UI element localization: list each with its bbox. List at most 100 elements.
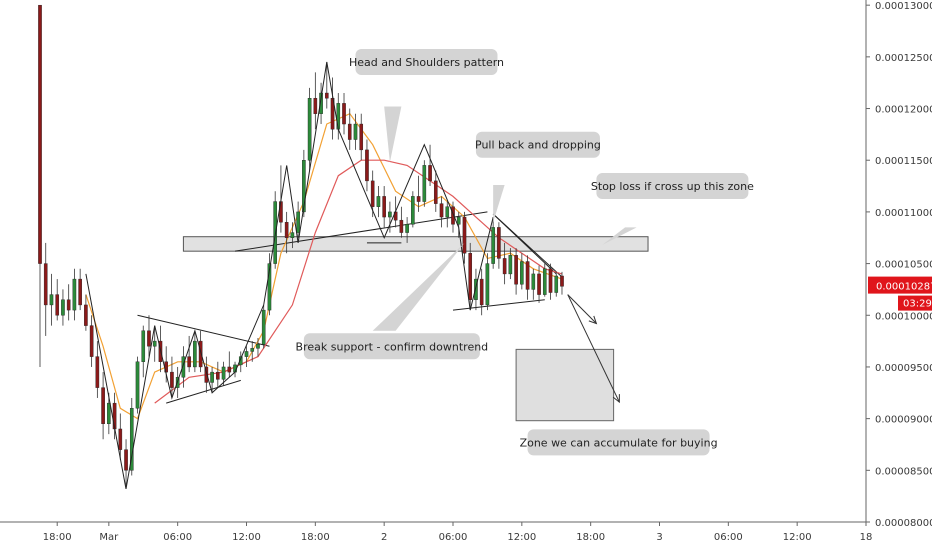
candle-up bbox=[531, 273, 536, 290]
x-tick-label: 2 bbox=[381, 532, 387, 543]
y-tick-label: 0.00010500 bbox=[875, 260, 932, 271]
candle-down bbox=[118, 428, 123, 450]
candle-up bbox=[290, 232, 295, 238]
candle-up bbox=[193, 340, 197, 368]
candle-up bbox=[210, 371, 214, 383]
callout-box bbox=[596, 173, 749, 200]
candle-down bbox=[525, 261, 530, 290]
callout-text: Stop loss if cross up this zone bbox=[591, 180, 754, 193]
candle-up bbox=[353, 123, 358, 140]
candle-up bbox=[49, 294, 54, 306]
callout-box bbox=[303, 333, 480, 360]
candle-down bbox=[416, 196, 421, 202]
target-zone bbox=[515, 348, 615, 422]
candle-down bbox=[428, 165, 432, 182]
candle-down bbox=[365, 149, 369, 182]
candle-down bbox=[479, 278, 484, 306]
candle-up bbox=[244, 351, 249, 357]
callout-box bbox=[355, 49, 498, 76]
candle-up bbox=[388, 211, 392, 218]
callout-text: Head and Shoulders pattern bbox=[349, 56, 504, 69]
candle-up bbox=[261, 309, 266, 345]
x-tick-label: 18:00 bbox=[301, 532, 330, 543]
projection-arrow bbox=[567, 294, 597, 324]
pattern-lines-layer bbox=[85, 61, 620, 489]
candle-up bbox=[422, 165, 427, 202]
x-tick-label: 12:00 bbox=[232, 532, 261, 543]
candle-down bbox=[89, 325, 94, 357]
arrow-head bbox=[612, 394, 620, 404]
candle-up bbox=[542, 268, 547, 295]
candle-down bbox=[548, 268, 553, 293]
x-tick-label: Mar bbox=[99, 532, 119, 543]
candle-down bbox=[502, 258, 507, 275]
candle-down bbox=[38, 4, 42, 264]
candle-down bbox=[216, 371, 220, 380]
candle-down bbox=[198, 340, 203, 368]
candle-up bbox=[302, 160, 306, 213]
pattern-line bbox=[85, 61, 494, 489]
candle-down bbox=[204, 366, 209, 383]
x-tick-label: 18:00 bbox=[576, 532, 605, 543]
callout-pointer bbox=[372, 242, 465, 331]
candle-up bbox=[319, 92, 323, 114]
candle-down bbox=[433, 180, 438, 204]
last-price-label: 0.00010287 bbox=[876, 282, 932, 293]
candle-down bbox=[462, 216, 467, 254]
candle-up bbox=[508, 255, 513, 275]
x-tick-label: 18 bbox=[860, 532, 873, 543]
candle-down bbox=[560, 275, 564, 287]
candle-up bbox=[221, 366, 226, 380]
candle-down bbox=[399, 219, 404, 233]
candle-down bbox=[78, 278, 82, 306]
projection-arrow bbox=[567, 294, 620, 403]
candle-up bbox=[411, 196, 415, 225]
candle-up bbox=[107, 402, 111, 425]
trendline bbox=[452, 299, 545, 311]
callout-box bbox=[475, 131, 600, 158]
candle-up bbox=[307, 97, 312, 161]
candle-up bbox=[72, 278, 77, 311]
candle-down bbox=[95, 356, 100, 388]
y-tick-label: 0.00011000 bbox=[875, 208, 932, 219]
trendline bbox=[234, 211, 488, 252]
candles-layer bbox=[38, 4, 564, 489]
x-tick-label: 06:00 bbox=[439, 532, 468, 543]
candle-up bbox=[135, 361, 140, 409]
candle-down bbox=[468, 253, 473, 300]
y-tick-label: 0.00009500 bbox=[875, 363, 932, 374]
candle-up bbox=[141, 330, 146, 362]
candle-down bbox=[347, 123, 352, 140]
support-zone bbox=[182, 236, 649, 252]
candle-down bbox=[43, 263, 48, 306]
candle-down bbox=[170, 371, 174, 388]
candle-down bbox=[66, 299, 71, 311]
candle-down bbox=[147, 330, 151, 347]
candle-down bbox=[284, 222, 289, 238]
x-axis[interactable]: 18:00 Mar 06:00 12:00 18:00 2 06:00 12:00 18:00 3… bbox=[0, 521, 873, 543]
last-price-tag bbox=[868, 276, 932, 294]
y-tick-label: 0.00009000 bbox=[875, 415, 932, 426]
x-tick-label: 12:00 bbox=[507, 532, 536, 543]
candle-down bbox=[497, 227, 501, 259]
candle-up bbox=[267, 263, 272, 311]
candle-up bbox=[256, 344, 260, 349]
y-tick-label: 0.00010000 bbox=[875, 311, 932, 322]
y-axis[interactable]: 0.00013000 0.00012500 0.00012000 0.00011500… bbox=[865, 0, 932, 529]
candle-down bbox=[359, 123, 364, 151]
y-tick-label: 0.00008000 bbox=[875, 518, 932, 529]
candle-up bbox=[152, 340, 157, 347]
candle-up bbox=[554, 275, 559, 293]
callout-text: Break support - confirm downtrend bbox=[296, 340, 489, 353]
countdown-tag bbox=[898, 295, 932, 311]
y-tick-label: 0.00012000 bbox=[875, 105, 932, 116]
callout-text: Zone we can accumulate for buying bbox=[520, 436, 718, 449]
y-tick-label: 0.00013000 bbox=[875, 1, 932, 12]
candle-down bbox=[382, 196, 386, 218]
candle-down bbox=[227, 366, 232, 373]
zones-layer bbox=[182, 236, 649, 422]
candle-up bbox=[405, 224, 409, 233]
candle-up bbox=[181, 356, 186, 378]
